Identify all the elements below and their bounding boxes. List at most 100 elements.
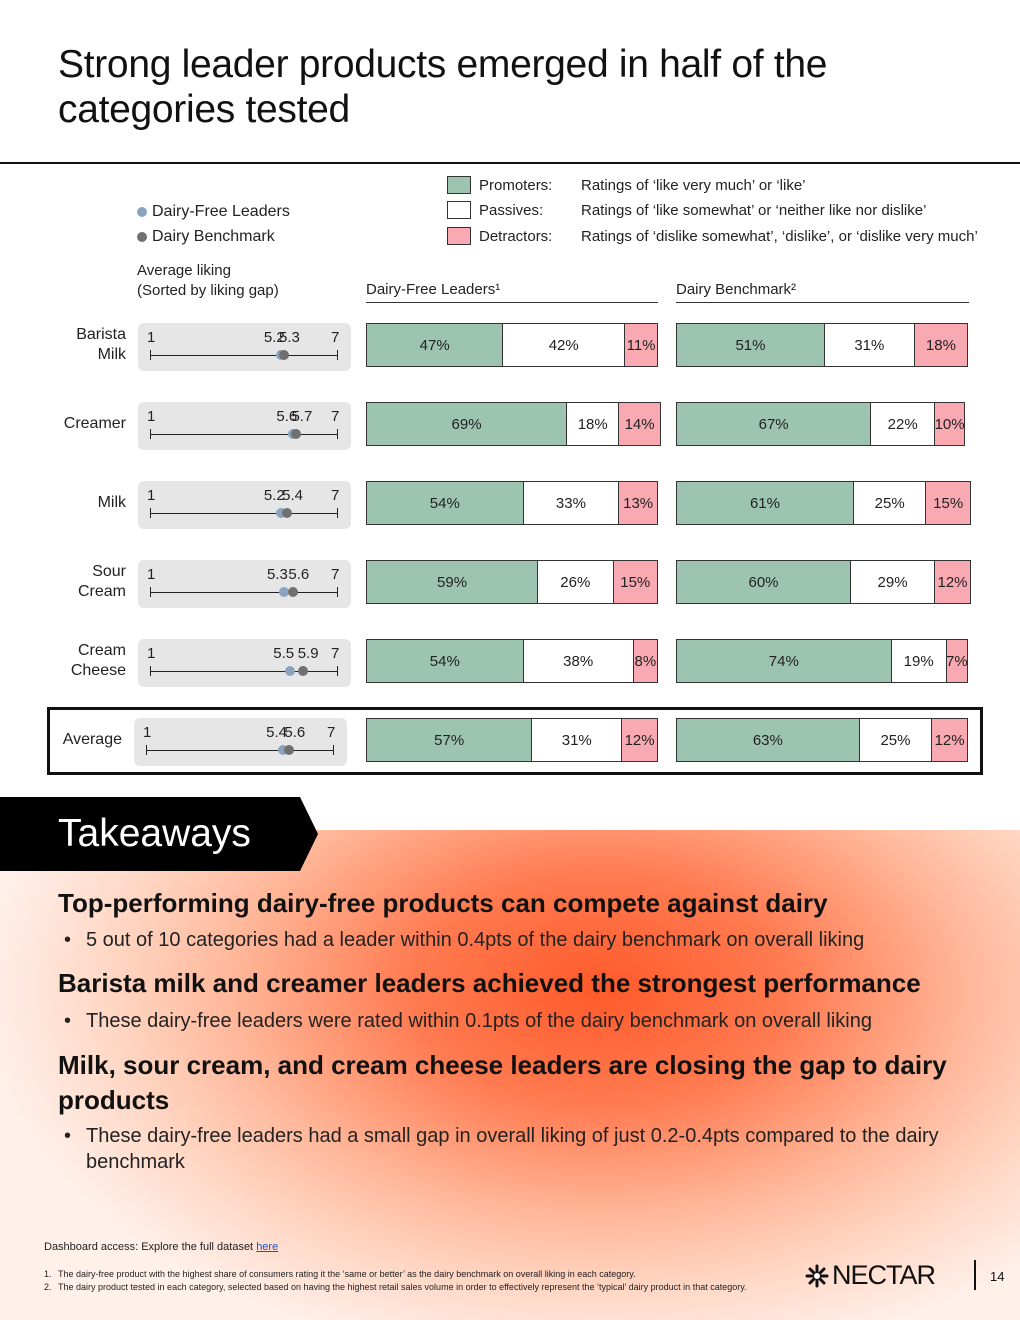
liking-axis-tick-max [337,508,338,518]
liking-axis-line [146,750,333,751]
dairy-free-liking-marker [285,666,296,676]
liking-axis-tick-min [150,666,151,676]
promoters-desc: Ratings of ‘like very much’ or ‘like’ [581,176,806,194]
dairy-free-liking-label: 5.3 [267,566,288,583]
liking-axis-tick-max [337,666,338,676]
detractors-segment: 10% [935,403,965,445]
promoters-segment: 60% [677,561,851,603]
passives-segment: 25% [859,719,933,761]
takeaways-tab [0,797,318,871]
dairy-liking-marker [288,587,299,597]
promoters-segment: 47% [367,324,504,366]
dairy-free-bar-barista-milk: 47% 42% 11% [366,323,658,367]
promoters-segment: 63% [677,719,860,761]
dairy-free-liking-label: 5.4 [266,724,287,741]
row-label-line2: Milk [97,346,126,363]
liking-scale-max: 7 [331,487,340,504]
detractors-segment: 14% [619,403,660,445]
dairy-bar-barista-milk: 51% 31% 18% [676,323,968,367]
legend-dairy-free: Dairy-Free Leaders [137,203,290,221]
liking-axis-line [150,355,337,356]
passives-segment: 19% [891,640,947,682]
detractors-label: Detractors: [479,227,553,245]
footnote-1: 1. The dairy-free product with the highe… [44,1268,764,1281]
promoters-segment: 69% [367,403,568,445]
row-label-line1: Sour [92,563,126,580]
liking-axis-line [150,592,337,593]
dairy-free-bar-creamer: 69% 18% 14% [366,402,661,446]
legend-dairy-free-label: Dairy-Free Leaders [152,203,290,220]
promoters-label: Promoters: [479,176,553,194]
dairy-liking-label: 5.4 [282,487,303,504]
dairy-liking-label: 5.9 [297,645,319,662]
takeaways-background [0,830,1020,1320]
passives-segment: 38% [523,640,634,682]
dairy-liking-label: 5.6 [284,724,306,741]
liking-range-barista-milk: 1 7 5.2 5.3 [138,323,351,371]
liking-scale-min: 1 [147,329,156,346]
title-divider [0,162,1020,164]
liking-axis-line [150,671,337,672]
dairy-free-liking-label: 5.2 [263,329,285,346]
liking-axis-tick-min [150,429,151,439]
promoters-segment: 59% [367,561,539,603]
takeaway-heading-1: Top-performing dairy-free products can c… [58,888,828,918]
passives-segment: 25% [853,482,927,524]
detractors-segment: 7% [946,640,967,682]
row-label-line1: Cream [77,642,126,659]
liking-scale-min: 1 [147,645,156,662]
average-row-frame [47,707,983,775]
dairy-liking-marker [297,666,308,676]
nectar-burst-icon [805,1264,829,1287]
liking-axis-tick-max [337,429,338,439]
dairy-liking-label: 5.3 [279,329,300,346]
col-head-dairy-free: Dairy-Free Leaders¹ [366,281,658,303]
promoters-segment: 54% [367,482,524,524]
passives-segment: 26% [538,561,614,603]
dairy-free-liking-marker [275,508,286,518]
passives-segment: 33% [523,482,620,524]
dairy-free-bar-sour-cream: 59% 26% 15% [366,560,658,604]
dairy-free-bar-cream-cheese: 54% 38% 8% [366,639,658,683]
liking-scale-max: 7 [331,566,340,583]
footnote-2-number: 2. [44,1282,52,1292]
passives-label: Passives: [479,201,544,219]
dairy-free-bar-average: 57% 31% 12% [366,718,658,762]
liking-axis-tick-min [150,587,151,597]
promoters-segment: 57% [367,719,533,761]
nectar-logo: NECTAR [804,1260,936,1291]
legend-detractors: Detractors: Ratings of ‘dislike somewhat… [447,226,978,246]
dashboard-text: Dashboard access: Explore the full datas… [44,1241,257,1253]
passives-segment: 31% [532,719,623,761]
liking-axis-tick-max [337,350,338,360]
page-number-divider [974,1260,976,1290]
dashboard-link[interactable]: here [256,1241,279,1253]
dashboard-access: Dashboard access: Explore the full datas… [44,1241,278,1253]
passives-segment: 29% [851,561,936,603]
liking-range-creamer: 1 7 5.6 5.7 [138,402,351,450]
row-label-line1: Milk [97,494,126,511]
promoters-segment: 61% [677,482,854,524]
row-label-barista-milk: Barista Milk [30,325,126,365]
promoters-segment: 54% [367,640,524,682]
footnote-2: 2. The dairy product tested in each cate… [44,1281,764,1294]
row-label-line1: Creamer [63,415,126,432]
row-label-average: Average [30,730,122,750]
liking-axis-tick-max [333,745,334,755]
liking-scale-max: 7 [327,724,336,741]
dairy-bar-cream-cheese: 74% 19% 7% [676,639,968,683]
liking-axis-line [150,434,337,435]
passives-desc: Ratings of ‘like somewhat’ or ‘neither l… [581,201,927,219]
liking-range-sour-cream: 1 7 5.3 5.6 [138,560,351,608]
dairy-free-liking-label: 5.2 [263,487,285,504]
takeaways-title: Takeaways [58,812,251,855]
dairy-bar-average: 63% 25% 12% [676,718,968,762]
dairy-free-dot-icon [137,207,147,217]
col-head-dairy: Dairy Benchmark² [676,281,969,303]
footnote-2-text: The dairy product tested in each categor… [58,1282,747,1292]
dairy-liking-label: 5.6 [288,566,310,583]
legend-promoters: Promoters: Ratings of ‘like very much’ o… [447,175,806,195]
passives-swatch [447,201,471,219]
liking-axis-title-line1: Average liking [137,262,231,279]
dairy-liking-label: 5.7 [291,408,313,425]
